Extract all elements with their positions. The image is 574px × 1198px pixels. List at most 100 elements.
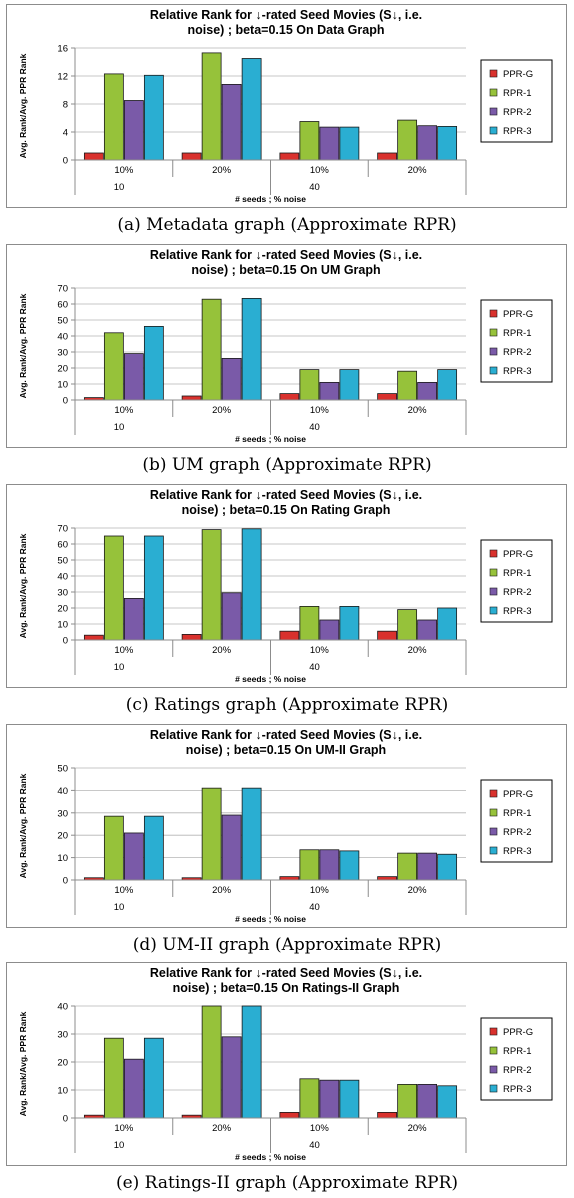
- chart-frame: [6, 484, 567, 688]
- bar-rpr-1: [201, 529, 222, 641]
- legend-label: RPR-3: [503, 846, 532, 857]
- bar-ppr-g: [279, 393, 300, 401]
- bar-rpr-2: [221, 592, 242, 641]
- legend-swatch: [489, 827, 498, 836]
- x-group-label: 10: [114, 1140, 125, 1151]
- legend-label: RPR-1: [503, 568, 532, 579]
- x-category-label: 10%: [310, 885, 330, 896]
- legend-label: RPR-1: [503, 808, 532, 819]
- x-category-label: 10%: [114, 885, 134, 896]
- y-tick-label: 40: [57, 786, 68, 797]
- figure-caption: (e) Ratings-II graph (Approximate RPR): [116, 1173, 458, 1193]
- bar-rpr-2: [123, 1058, 144, 1119]
- bar-rpr-2: [417, 619, 438, 641]
- y-tick-label: 20: [57, 1058, 68, 1069]
- chart-title-line: Relative Rank for ↓-rated Seed Movies (S…: [150, 488, 422, 502]
- bar-rpr-1: [299, 121, 320, 161]
- x-category-label: 20%: [408, 1123, 428, 1134]
- bar-rpr-1: [103, 73, 124, 161]
- bar-rpr-1: [299, 849, 320, 881]
- bar-rpr-2: [319, 381, 340, 401]
- bar-rpr-2: [123, 353, 144, 401]
- x-group-label: 10: [114, 182, 125, 193]
- bar-rpr-3: [241, 297, 262, 401]
- legend-swatch: [489, 808, 498, 817]
- bar-rpr-1: [299, 369, 320, 401]
- bar-rpr-2: [417, 1084, 438, 1119]
- bar-rpr-3: [339, 850, 360, 881]
- x-axis-label: # seeds ; % noise: [235, 1152, 306, 1162]
- legend-swatch: [489, 606, 498, 615]
- legend-swatch: [489, 1065, 498, 1074]
- x-group-label: 40: [309, 662, 320, 673]
- bar-rpr-2: [319, 619, 340, 641]
- y-tick-label: 20: [57, 604, 68, 615]
- bar-rpr-1: [397, 852, 418, 881]
- legend-swatch: [489, 107, 498, 116]
- chart-title-line: Relative Rank for ↓-rated Seed Movies (S…: [150, 966, 422, 980]
- legend-label: RPR-1: [503, 328, 532, 339]
- bar-rpr-3: [241, 1005, 262, 1119]
- chart-frame: [6, 4, 567, 208]
- x-category-label: 10%: [114, 645, 134, 656]
- y-axis-label: Avg. Rank/Avg. PPR Rank: [18, 53, 28, 158]
- chart-frame: [6, 962, 567, 1166]
- x-category-label: 20%: [408, 165, 428, 176]
- x-group-label: 10: [114, 422, 125, 433]
- bar-rpr-1: [397, 119, 418, 161]
- bar-rpr-1: [103, 1037, 124, 1119]
- legend-swatch: [489, 1046, 498, 1055]
- chart-panel: Relative Rank for ↓-rated Seed Movies (S…: [6, 724, 567, 955]
- bar-rpr-3: [437, 853, 458, 881]
- y-tick-label: 8: [63, 100, 68, 111]
- chart-panel: Relative Rank for ↓-rated Seed Movies (S…: [6, 4, 567, 235]
- figure-caption: (c) Ratings graph (Approximate RPR): [126, 695, 448, 715]
- bar-rpr-3: [339, 369, 360, 401]
- y-tick-label: 70: [57, 284, 68, 295]
- figure-caption: (b) UM graph (Approximate RPR): [142, 455, 431, 475]
- legend-swatch: [489, 88, 498, 97]
- y-tick-label: 40: [57, 572, 68, 583]
- chart-title-line: noise) ; beta=0.15 On UM Graph: [191, 263, 380, 277]
- y-tick-label: 0: [63, 1114, 68, 1125]
- bar-rpr-1: [299, 1078, 320, 1119]
- legend-label: PPR-G: [503, 1027, 533, 1038]
- bar-rpr-1: [201, 52, 222, 161]
- bar-rpr-3: [437, 1085, 458, 1119]
- x-group-label: 40: [309, 1140, 320, 1151]
- bar-ppr-g: [279, 876, 300, 881]
- y-tick-label: 10: [57, 1086, 68, 1097]
- y-tick-label: 50: [57, 556, 68, 567]
- x-category-label: 10%: [310, 165, 330, 176]
- x-category-label: 10%: [310, 1123, 330, 1134]
- x-category-label: 10%: [114, 405, 134, 416]
- chart-title-line: noise) ; beta=0.15 On Ratings-II Graph: [173, 981, 400, 995]
- x-category-label: 20%: [408, 885, 428, 896]
- bar-rpr-1: [201, 787, 222, 881]
- chart-panel: Relative Rank for ↓-rated Seed Movies (S…: [6, 484, 567, 715]
- x-group-label: 40: [309, 902, 320, 913]
- bar-ppr-g: [181, 395, 202, 401]
- bar-rpr-1: [397, 370, 418, 401]
- chart-title-line: Relative Rank for ↓-rated Seed Movies (S…: [150, 728, 422, 742]
- bar-rpr-2: [221, 357, 242, 401]
- bar-ppr-g: [83, 634, 104, 641]
- legend-swatch: [489, 587, 498, 596]
- bar-rpr-2: [417, 125, 438, 161]
- bar-rpr-3: [339, 606, 360, 641]
- bar-rpr-3: [339, 1079, 360, 1119]
- chart-title-line: Relative Rank for ↓-rated Seed Movies (S…: [150, 248, 422, 262]
- x-group-label: 40: [309, 422, 320, 433]
- bar-rpr-1: [103, 332, 124, 401]
- x-category-label: 20%: [408, 645, 428, 656]
- x-group-label: 10: [114, 902, 125, 913]
- bar-rpr-3: [143, 535, 164, 641]
- bar-rpr-1: [103, 535, 124, 641]
- legend-label: RPR-2: [503, 107, 532, 118]
- y-tick-label: 60: [57, 540, 68, 551]
- bar-ppr-g: [83, 152, 104, 161]
- y-tick-label: 30: [57, 808, 68, 819]
- y-tick-label: 40: [57, 332, 68, 343]
- bar-rpr-1: [103, 815, 124, 881]
